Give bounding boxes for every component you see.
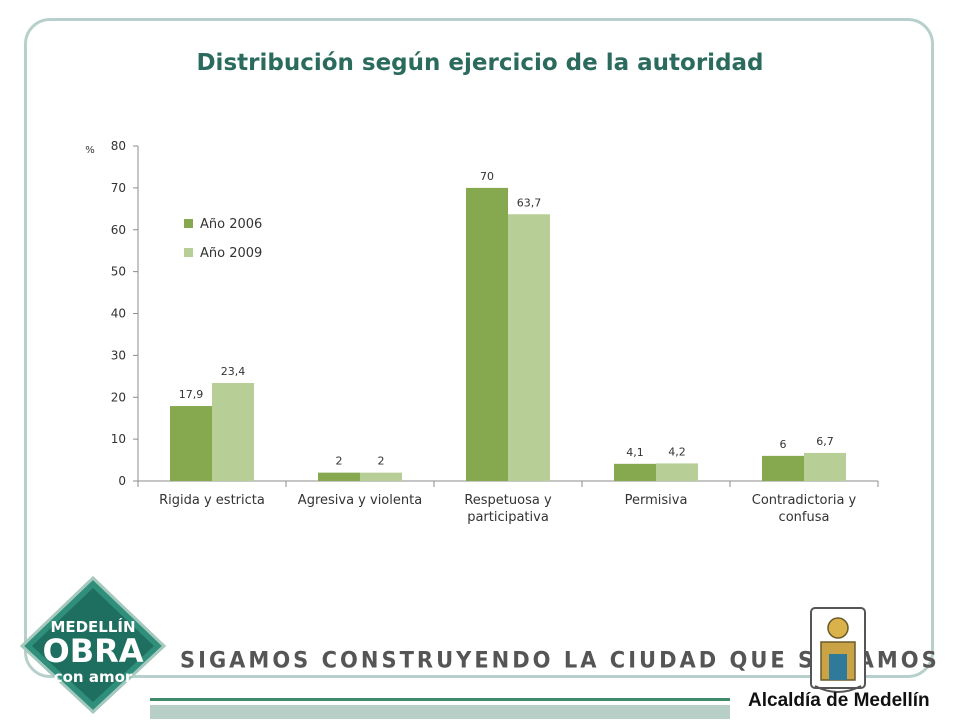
legend-label: Año 2006 [200, 217, 262, 232]
bar [318, 472, 360, 481]
y-tick-label: 80 [111, 139, 126, 153]
footer-stripe [150, 698, 730, 701]
y-tick-label: 30 [111, 348, 126, 362]
y-tick-label: 50 [111, 265, 126, 279]
y-axis-label: % [85, 145, 95, 156]
y-tick-label: 40 [111, 307, 126, 321]
x-tick-label: participativa [467, 510, 549, 525]
legend: Año 2006 Año 2009 [184, 217, 262, 261]
y-tick-label: 70 [111, 181, 126, 195]
data-label: 6 [780, 438, 787, 451]
bar [614, 463, 656, 481]
x-tick-label: Rigida y estricta [159, 493, 265, 508]
bar [360, 472, 402, 481]
bar [656, 463, 698, 481]
labels-layer: Rigida y estricta Agresiva y violenta Resp… [159, 170, 856, 525]
x-tick-label: Respetuosa y [464, 493, 552, 508]
y-tick-label: 0 [118, 474, 126, 488]
legend-label: Año 2009 [200, 246, 262, 261]
data-label: 63,7 [517, 196, 542, 209]
bar [170, 406, 212, 481]
bar-chart: 0 10 20 30 40 50 60 70 80% Rigida y estricta Agre… [85, 139, 879, 525]
data-label: 6,7 [816, 435, 834, 448]
bar [466, 187, 508, 481]
coat-of-arms-icon [810, 607, 866, 693]
x-tick-label: Permisiva [625, 493, 688, 508]
data-label: 2 [378, 455, 385, 468]
legend-swatch [184, 248, 193, 257]
y-tick-label: 20 [111, 390, 126, 404]
bars-layer [170, 187, 846, 481]
x-tick-label: Contradictoria y [752, 493, 857, 508]
alcaldia-logo-text: Alcaldía de Medellín [748, 690, 930, 711]
data-label: 4,2 [668, 445, 686, 458]
bar [762, 455, 804, 481]
logo-line-1: MEDELLÍN [50, 617, 135, 636]
x-tick-label: Agresiva y violenta [298, 493, 422, 508]
bar [212, 383, 254, 481]
data-label: 2 [336, 455, 343, 468]
y-tick-label: 60 [111, 223, 126, 237]
logo-line-2: OBRA [43, 632, 144, 670]
data-label: 70 [480, 170, 494, 183]
chart-title: Distribución según ejercicio de la autor… [196, 50, 764, 76]
medellin-obra-logo: MEDELLÍN OBRA con amor [19, 575, 167, 714]
y-tick-label: 10 [111, 432, 126, 446]
data-label: 4,1 [626, 446, 644, 459]
footer-stripe-light [150, 705, 730, 719]
x-tick-label: confusa [779, 510, 830, 525]
data-label: 17,9 [179, 388, 204, 401]
data-label: 23,4 [221, 365, 246, 378]
logo-line-3: con amor [54, 668, 133, 686]
legend-swatch [184, 219, 193, 228]
bar [804, 452, 846, 481]
bar [508, 214, 550, 481]
